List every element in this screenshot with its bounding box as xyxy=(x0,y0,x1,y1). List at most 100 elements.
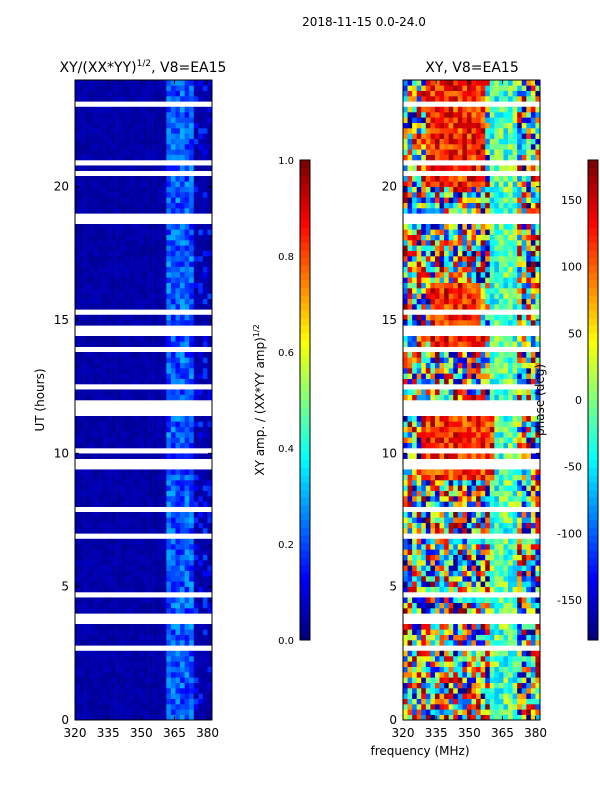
amplitude-cell xyxy=(180,640,185,646)
amplitude-cell xyxy=(97,112,103,118)
amplitude-cell xyxy=(129,112,135,118)
amplitude-cell xyxy=(129,80,135,86)
phase-cell xyxy=(535,298,541,305)
amplitude-cell xyxy=(157,698,163,705)
phase-cell xyxy=(530,560,536,566)
amplitude-cell xyxy=(120,293,126,299)
phase-cell xyxy=(517,416,523,422)
amplitude-gap-row xyxy=(75,618,212,624)
phase-cell xyxy=(508,416,513,422)
phase-cell xyxy=(407,677,413,683)
amplitude-cell xyxy=(79,133,85,139)
phase-cell xyxy=(412,666,417,673)
amplitude-cell xyxy=(189,373,195,379)
phase-cell xyxy=(512,474,518,481)
phase-cell xyxy=(421,634,427,641)
amplitude-cell xyxy=(125,144,131,150)
amplitude-cell xyxy=(189,117,195,123)
amplitude-cell xyxy=(106,437,112,443)
phase-cell xyxy=(407,474,413,481)
amplitude-cell xyxy=(106,634,112,641)
amplitude-cell xyxy=(143,432,149,438)
phase-cell xyxy=(453,426,459,433)
amplitude-cell xyxy=(134,528,140,534)
amplitude-cell xyxy=(97,96,103,102)
amplitude-cell xyxy=(189,421,195,427)
phase-cell xyxy=(457,432,463,438)
amplitude-cell xyxy=(193,341,199,347)
phase-cell xyxy=(421,496,427,502)
amplitude-colorbar-segment xyxy=(300,490,310,498)
phase-cell xyxy=(416,474,422,481)
amplitude-cell xyxy=(193,437,199,443)
amplitude-cell xyxy=(143,394,149,401)
amplitude-cell xyxy=(102,650,108,657)
phase-cell xyxy=(526,522,532,529)
amplitude-cell xyxy=(166,570,172,577)
amplitude-cell xyxy=(207,197,213,203)
phase-cell xyxy=(503,672,509,678)
amplitude-cell xyxy=(202,288,208,294)
phase-cell xyxy=(485,714,491,721)
amplitude-cell xyxy=(180,576,185,582)
amplitude-cell xyxy=(93,485,99,491)
amplitude-cell xyxy=(125,202,131,209)
phase-cell xyxy=(457,650,463,657)
amplitude-cell xyxy=(157,469,163,475)
amplitude-cell xyxy=(75,90,80,97)
phase-cell xyxy=(425,469,431,475)
phase-cell xyxy=(403,549,408,555)
amplitude-cell xyxy=(170,181,176,187)
amplitude-cell xyxy=(161,544,167,550)
phase-cell xyxy=(453,544,459,550)
amplitude-cell xyxy=(148,277,153,283)
phase-cell xyxy=(434,677,440,683)
amplitude-cell xyxy=(138,416,144,422)
phase-cell xyxy=(498,485,504,491)
amplitude-cell xyxy=(175,512,181,518)
amplitude-cell xyxy=(120,704,126,710)
phase-cell xyxy=(462,682,468,689)
phase-cell xyxy=(466,693,472,699)
amplitude-cell xyxy=(180,80,185,86)
phase-cell xyxy=(471,485,477,491)
amplitude-cell xyxy=(106,549,112,555)
phase-cell xyxy=(476,693,481,699)
phase-cell xyxy=(434,496,440,502)
phase-cell xyxy=(489,634,495,641)
amplitude-cell xyxy=(102,224,108,230)
amplitude-cell xyxy=(129,709,135,715)
amplitude-cell xyxy=(148,485,153,491)
phase-cell xyxy=(521,469,527,475)
amplitude-cell xyxy=(88,437,94,443)
phase-cell xyxy=(494,560,500,566)
amplitude-cell xyxy=(152,112,158,118)
amplitude-cell xyxy=(161,261,167,267)
phase-cell xyxy=(430,314,436,321)
phase-cell xyxy=(476,629,481,635)
phase-cell xyxy=(448,357,454,363)
phase-cell xyxy=(453,416,459,422)
phase-cell xyxy=(480,672,486,678)
phase-cell xyxy=(530,554,536,561)
phase-gap-row xyxy=(403,346,540,352)
amplitude-cell xyxy=(180,368,185,374)
amplitude-cell xyxy=(138,352,144,358)
phase-cell xyxy=(430,560,436,566)
amplitude-cell xyxy=(198,362,204,369)
phase-cell xyxy=(430,597,436,603)
amplitude-cell xyxy=(93,181,99,187)
phase-cell xyxy=(508,538,513,545)
phase-cell xyxy=(485,576,491,582)
phase-cell xyxy=(466,677,472,683)
phase-cell xyxy=(462,576,468,582)
amplitude-cell xyxy=(184,272,190,278)
phase-cell xyxy=(448,666,454,673)
phase-cell xyxy=(448,586,454,593)
amplitude-cell xyxy=(161,90,167,97)
phase-cell xyxy=(476,698,481,705)
amplitude-cell xyxy=(129,288,135,294)
phase-cell xyxy=(512,442,518,449)
phase-cell xyxy=(471,581,477,587)
amplitude-cell xyxy=(193,149,199,155)
